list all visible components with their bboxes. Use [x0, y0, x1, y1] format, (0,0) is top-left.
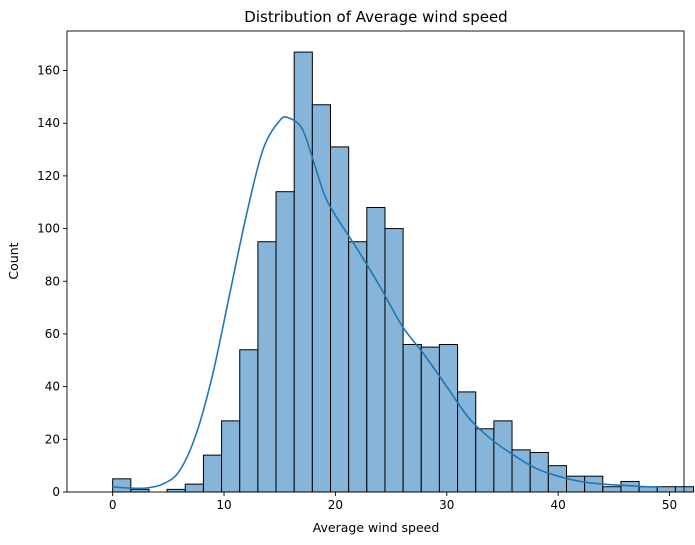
x-tick-label: 20 [328, 498, 343, 512]
histogram-bar [275, 191, 295, 493]
histogram-bar [184, 483, 204, 493]
x-axis-label: Average wind speed [313, 520, 440, 535]
histogram-bar [420, 346, 440, 493]
histogram-bar [438, 343, 459, 493]
histogram-bar [493, 420, 513, 493]
plot-area [112, 51, 695, 493]
histogram-bar [311, 104, 332, 493]
y-axis-label: Count [6, 242, 21, 279]
histogram-bar [602, 486, 622, 493]
y-tick-label: 0 [52, 485, 60, 499]
kde-curve [112, 115, 661, 490]
x-tick-label: 0 [109, 498, 117, 512]
chart-title: Distribution of Average wind speed [244, 8, 507, 26]
x-tick-label: 10 [216, 498, 231, 512]
histogram-bar [384, 228, 404, 493]
y-tick-label: 160 [37, 64, 60, 78]
histogram-bar [239, 349, 259, 493]
histogram-bar [330, 146, 350, 493]
histogram-bar [366, 207, 386, 493]
histogram-bar [221, 420, 241, 493]
histogram-bar [202, 454, 223, 493]
y-tick-label: 100 [37, 222, 60, 236]
histogram-bar [112, 478, 132, 493]
y-tick-label: 40 [45, 380, 60, 394]
histogram-bar [257, 241, 277, 493]
x-tick-label: 30 [439, 498, 454, 512]
histogram-bar [293, 51, 313, 493]
axes: 0 10 20 30 40 50 0 20 40 60 80 100 120 140 160 [37, 30, 685, 512]
histogram-bar [547, 465, 567, 493]
plot-frame [66, 30, 685, 493]
histogram-bar [674, 486, 695, 493]
y-tick-label: 20 [45, 432, 60, 446]
x-tick-label: 40 [551, 498, 566, 512]
histogram-bar [348, 241, 368, 493]
y-tick-label: 60 [45, 327, 60, 341]
y-tick-label: 120 [37, 169, 60, 183]
y-tick-label: 140 [37, 116, 60, 130]
y-tick-label: 80 [45, 274, 60, 288]
histogram-bar [402, 343, 422, 493]
x-tick-label: 50 [662, 498, 677, 512]
